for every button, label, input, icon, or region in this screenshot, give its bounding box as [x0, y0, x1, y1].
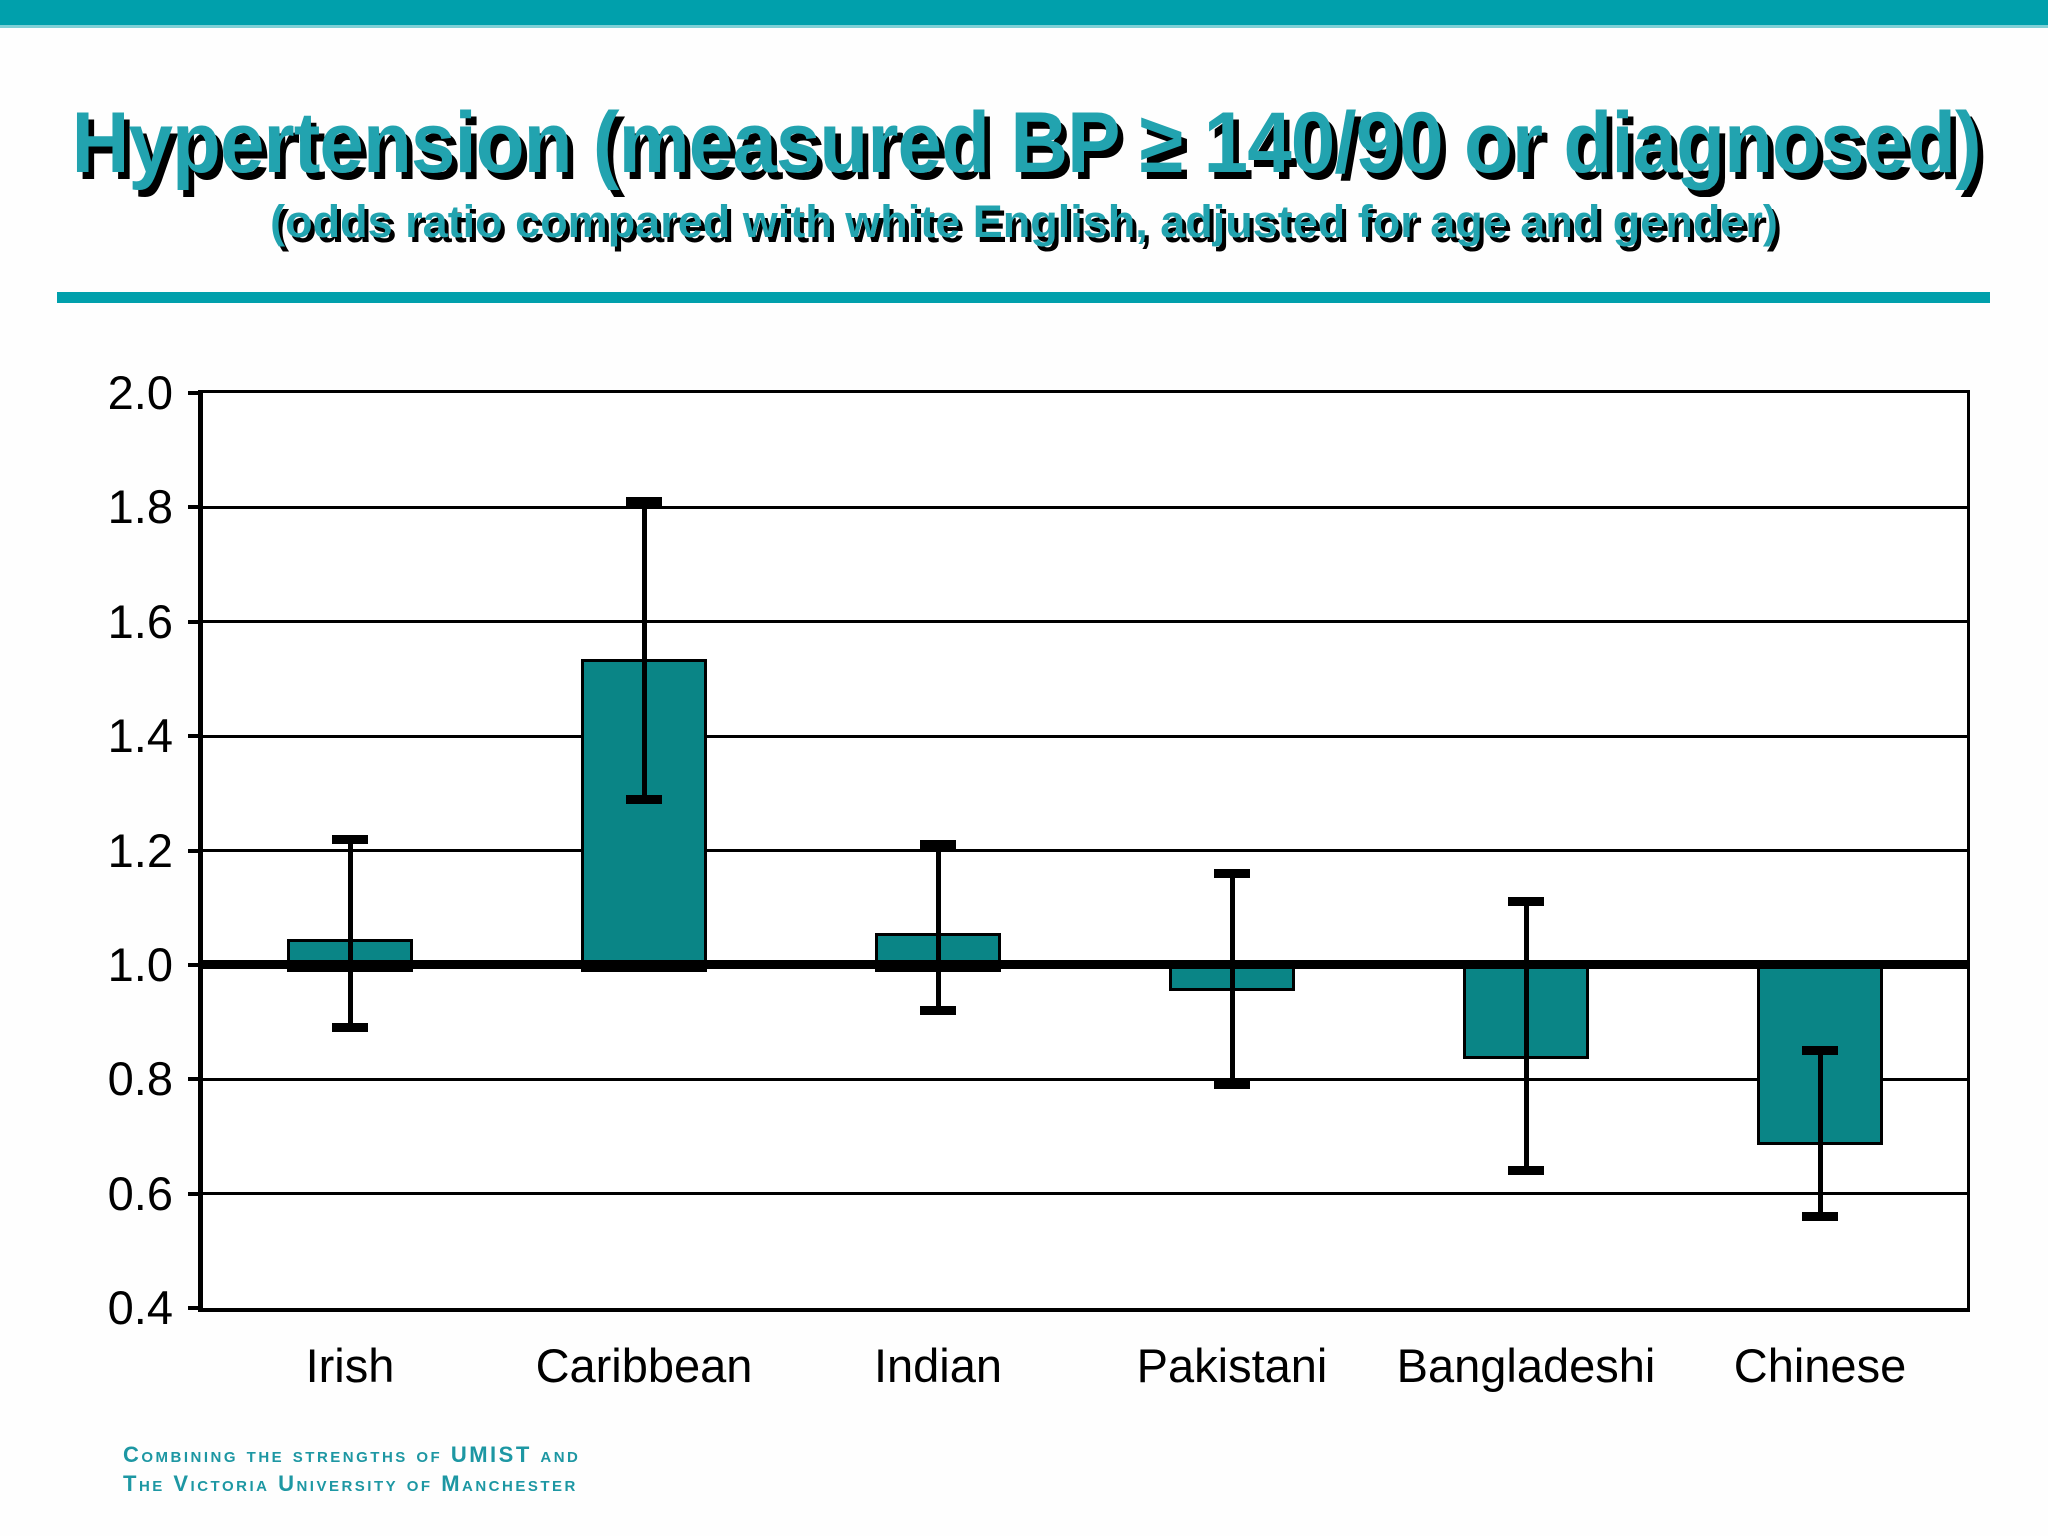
- error-cap-bottom-bangladeshi: [1508, 1166, 1544, 1176]
- y-tick-label-1.0: 1.0: [107, 937, 173, 991]
- error-cap-bottom-pakistani: [1214, 1080, 1250, 1090]
- baseline-or-1: [203, 960, 1967, 970]
- x-category-label-pakistani: Pakistani: [1136, 1339, 1328, 1392]
- y-tick-mark-0.6: [188, 1191, 203, 1196]
- error-cap-bottom-irish: [332, 1023, 368, 1033]
- y-tick-mark-1.8: [188, 505, 203, 510]
- footer-line-2: The Victoria University of Manchester: [123, 1471, 578, 1496]
- error-bar-caribbean: [641, 501, 647, 800]
- y-tick-mark-0.4: [188, 1306, 203, 1310]
- y-tick-label-2.0: 2.0: [107, 366, 173, 419]
- x-category-label-bangladeshi: Bangladeshi: [1396, 1339, 1656, 1392]
- error-bar-chinese: [1817, 1050, 1823, 1217]
- error-cap-top-caribbean: [626, 497, 662, 507]
- error-cap-bottom-caribbean: [626, 794, 662, 804]
- y-tick-label-1.8: 1.8: [107, 480, 173, 534]
- x-axis-labels: Irish Caribbean Indian Pakistani Bangladeshi…: [203, 1336, 1967, 1406]
- y-tick-label-1.2: 1.2: [107, 823, 173, 877]
- error-cap-top-irish: [332, 834, 368, 844]
- y-tick-mark-0.8: [188, 1077, 203, 1082]
- title-divider-rule: [57, 292, 1990, 303]
- error-cap-top-pakistani: [1214, 868, 1250, 878]
- y-axis: 0.4 0.6 0.8 1.0 1.2 1.4 1.6 1.8 2.0: [0, 367, 203, 1334]
- footer-branding: Combining the strengths of UMIST and The…: [123, 1440, 580, 1498]
- y-tick-label-0.8: 0.8: [107, 1052, 173, 1106]
- top-accent-bar: [0, 0, 2048, 28]
- slide-title: Hypertension (measured BP ≥ 140/90 or di…: [71, 95, 1982, 191]
- y-tick-mark-2.0: [188, 391, 203, 395]
- error-cap-top-indian: [920, 840, 956, 850]
- y-tick-label-0.4: 0.4: [107, 1281, 173, 1334]
- error-cap-bottom-chinese: [1802, 1212, 1838, 1221]
- gridline: [203, 849, 1967, 852]
- gridline: [203, 1077, 1967, 1081]
- y-tick-mark-1.0: [188, 962, 203, 967]
- x-category-label-chinese: Chinese: [1733, 1339, 1907, 1392]
- y-tick-mark-1.4: [188, 734, 203, 739]
- error-bar-indian: [935, 844, 941, 1011]
- x-category-label-indian: Indian: [873, 1339, 1003, 1392]
- gridline: [203, 1192, 1967, 1196]
- footer-line-1: Combining the strengths of UMIST and: [123, 1442, 581, 1467]
- error-cap-top-bangladeshi: [1508, 897, 1544, 907]
- error-bar-pakistani: [1229, 873, 1235, 1085]
- plot-area: [198, 390, 1970, 1312]
- error-bar-irish: [347, 839, 353, 1028]
- gridline: [203, 620, 1967, 624]
- gridline: [203, 734, 1967, 738]
- gridline: [203, 505, 1967, 509]
- y-tick-label-1.6: 1.6: [107, 594, 173, 648]
- y-tick-label-0.6: 0.6: [107, 1166, 173, 1220]
- y-tick-mark-1.6: [188, 619, 203, 624]
- error-cap-bottom-indian: [920, 1006, 956, 1016]
- error-cap-top-chinese: [1802, 1046, 1838, 1056]
- slide-subtitle: (odds ratio compared with white English,…: [270, 196, 1778, 247]
- y-tick-label-1.4: 1.4: [107, 709, 173, 763]
- x-category-label-irish: Irish: [305, 1339, 395, 1392]
- x-category-label-caribbean: Caribbean: [535, 1339, 753, 1392]
- y-tick-mark-1.2: [188, 848, 203, 853]
- error-bar-bangladeshi: [1523, 901, 1529, 1171]
